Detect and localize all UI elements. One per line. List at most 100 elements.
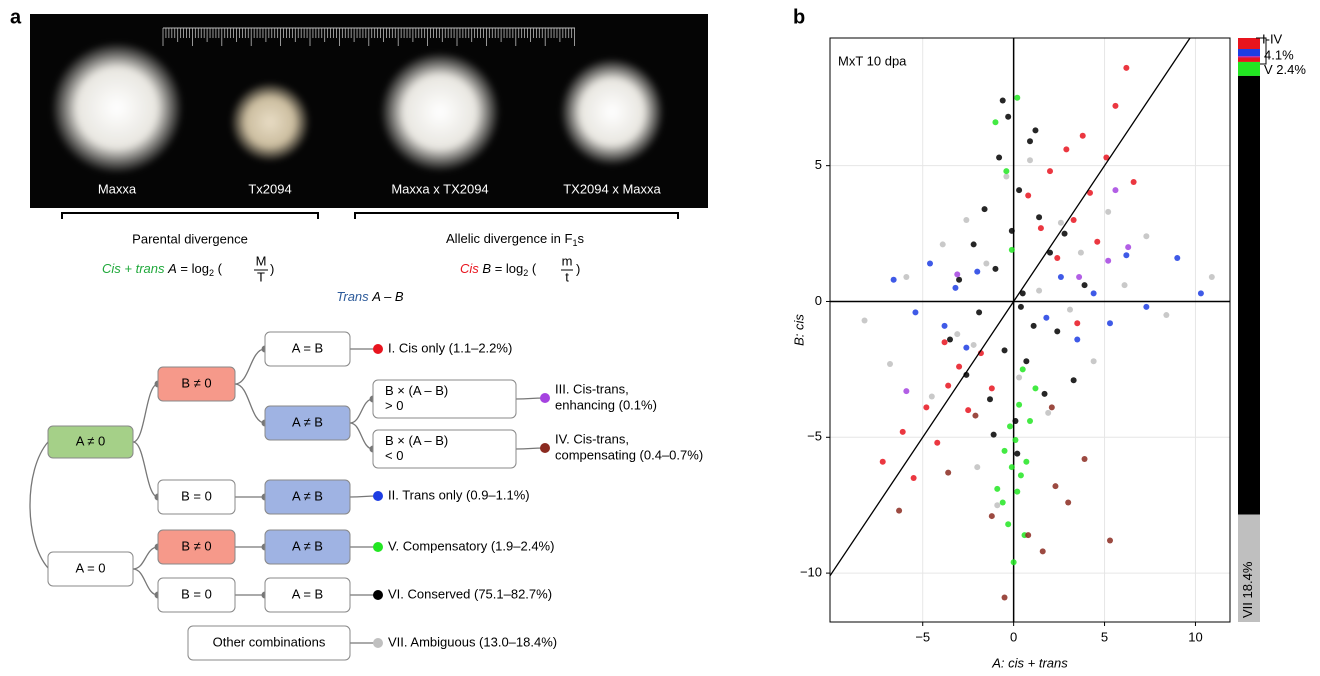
point [976, 309, 983, 316]
point [988, 513, 995, 520]
annotation: MxT 10 dpa [838, 53, 907, 68]
fiber-sample [230, 82, 310, 162]
bar-label: VI 75.1% [1240, 268, 1255, 321]
outcome-label: enhancing (0.1%) [555, 397, 657, 412]
point [992, 265, 999, 272]
formula: Trans A – B [336, 289, 404, 304]
y-tick-label: −5 [807, 429, 822, 444]
point [987, 396, 993, 403]
node-label: A = 0 [76, 560, 106, 575]
tree-node [264, 577, 351, 613]
point [1107, 537, 1113, 544]
connector [132, 568, 159, 596]
point [912, 309, 919, 316]
point [947, 336, 953, 343]
formula: ) [576, 261, 580, 276]
point [1067, 306, 1073, 313]
x-tick-label: 10 [1188, 629, 1202, 644]
bracket-label: Allelic divergence in F1s [446, 231, 584, 248]
point [1130, 178, 1137, 185]
tree-node [264, 479, 351, 515]
point [1007, 423, 1013, 430]
point [970, 241, 977, 248]
point [1090, 358, 1097, 365]
point [890, 276, 897, 283]
node-label: > 0 [385, 398, 403, 413]
outcome-label: II. Trans only (0.9–1.1%) [388, 487, 530, 502]
point [1174, 255, 1181, 262]
tree-node [264, 529, 351, 565]
point [1008, 246, 1015, 253]
point [1105, 257, 1112, 264]
point [1005, 521, 1012, 528]
point [1039, 548, 1046, 555]
point [1019, 366, 1026, 373]
point [1061, 230, 1068, 237]
outcome-label: compensating (0.4–0.7%) [555, 447, 703, 462]
point [1045, 409, 1052, 416]
point [1052, 483, 1059, 490]
point [1143, 233, 1150, 240]
point [1112, 187, 1119, 194]
outcome-dot [373, 590, 383, 600]
connector [349, 398, 374, 424]
point [994, 502, 1001, 509]
node-label: A = B [292, 586, 323, 601]
y-tick-label: 0 [815, 293, 822, 308]
panel-label: b [793, 6, 805, 28]
point [988, 385, 995, 392]
point [970, 341, 977, 348]
point [992, 119, 999, 126]
point [1065, 499, 1072, 506]
point [1121, 282, 1128, 289]
node-label: A = B [292, 340, 323, 355]
point [1016, 401, 1023, 408]
point [1012, 417, 1019, 424]
point [1047, 249, 1053, 256]
y-tick-label: 5 [815, 157, 822, 172]
point [1001, 594, 1008, 601]
point [1123, 64, 1130, 71]
point [974, 464, 981, 471]
connector [132, 441, 159, 498]
node-label: A ≠ B [292, 538, 323, 553]
bar-label: I-IV [1262, 31, 1283, 46]
point [965, 407, 972, 414]
plot-frame [829, 37, 1231, 623]
point [1074, 336, 1081, 343]
point [1001, 447, 1008, 454]
point [952, 284, 959, 291]
point [903, 388, 910, 395]
point [1077, 249, 1084, 256]
tree-node [47, 551, 134, 587]
point [1112, 102, 1119, 109]
point [1041, 390, 1048, 397]
point [1079, 132, 1086, 139]
node-label: A ≠ 0 [76, 433, 106, 448]
point [1125, 244, 1132, 251]
outcome-dot [540, 393, 550, 403]
node-label: A ≠ B [292, 414, 323, 429]
proportion-segment [1238, 38, 1260, 62]
tree-node [264, 405, 351, 441]
photo-label: Maxxa [98, 181, 137, 196]
point [972, 412, 979, 419]
point [1103, 154, 1110, 161]
formula: m [562, 253, 573, 268]
point [1208, 274, 1215, 281]
formula: T [257, 269, 265, 284]
point [861, 317, 868, 324]
point [945, 382, 952, 389]
node-label: B ≠ 0 [181, 538, 211, 553]
point [1027, 157, 1033, 164]
point [1037, 225, 1044, 232]
point [1090, 290, 1097, 297]
outcome-label: V. Compensatory (1.9–2.4%) [388, 538, 554, 553]
point [1087, 189, 1093, 196]
point [1036, 214, 1043, 221]
point [954, 271, 961, 278]
tree-node [264, 331, 351, 367]
bar-label-category: VII [1240, 602, 1255, 618]
photo-label: TX2094 x Maxxa [563, 181, 661, 196]
